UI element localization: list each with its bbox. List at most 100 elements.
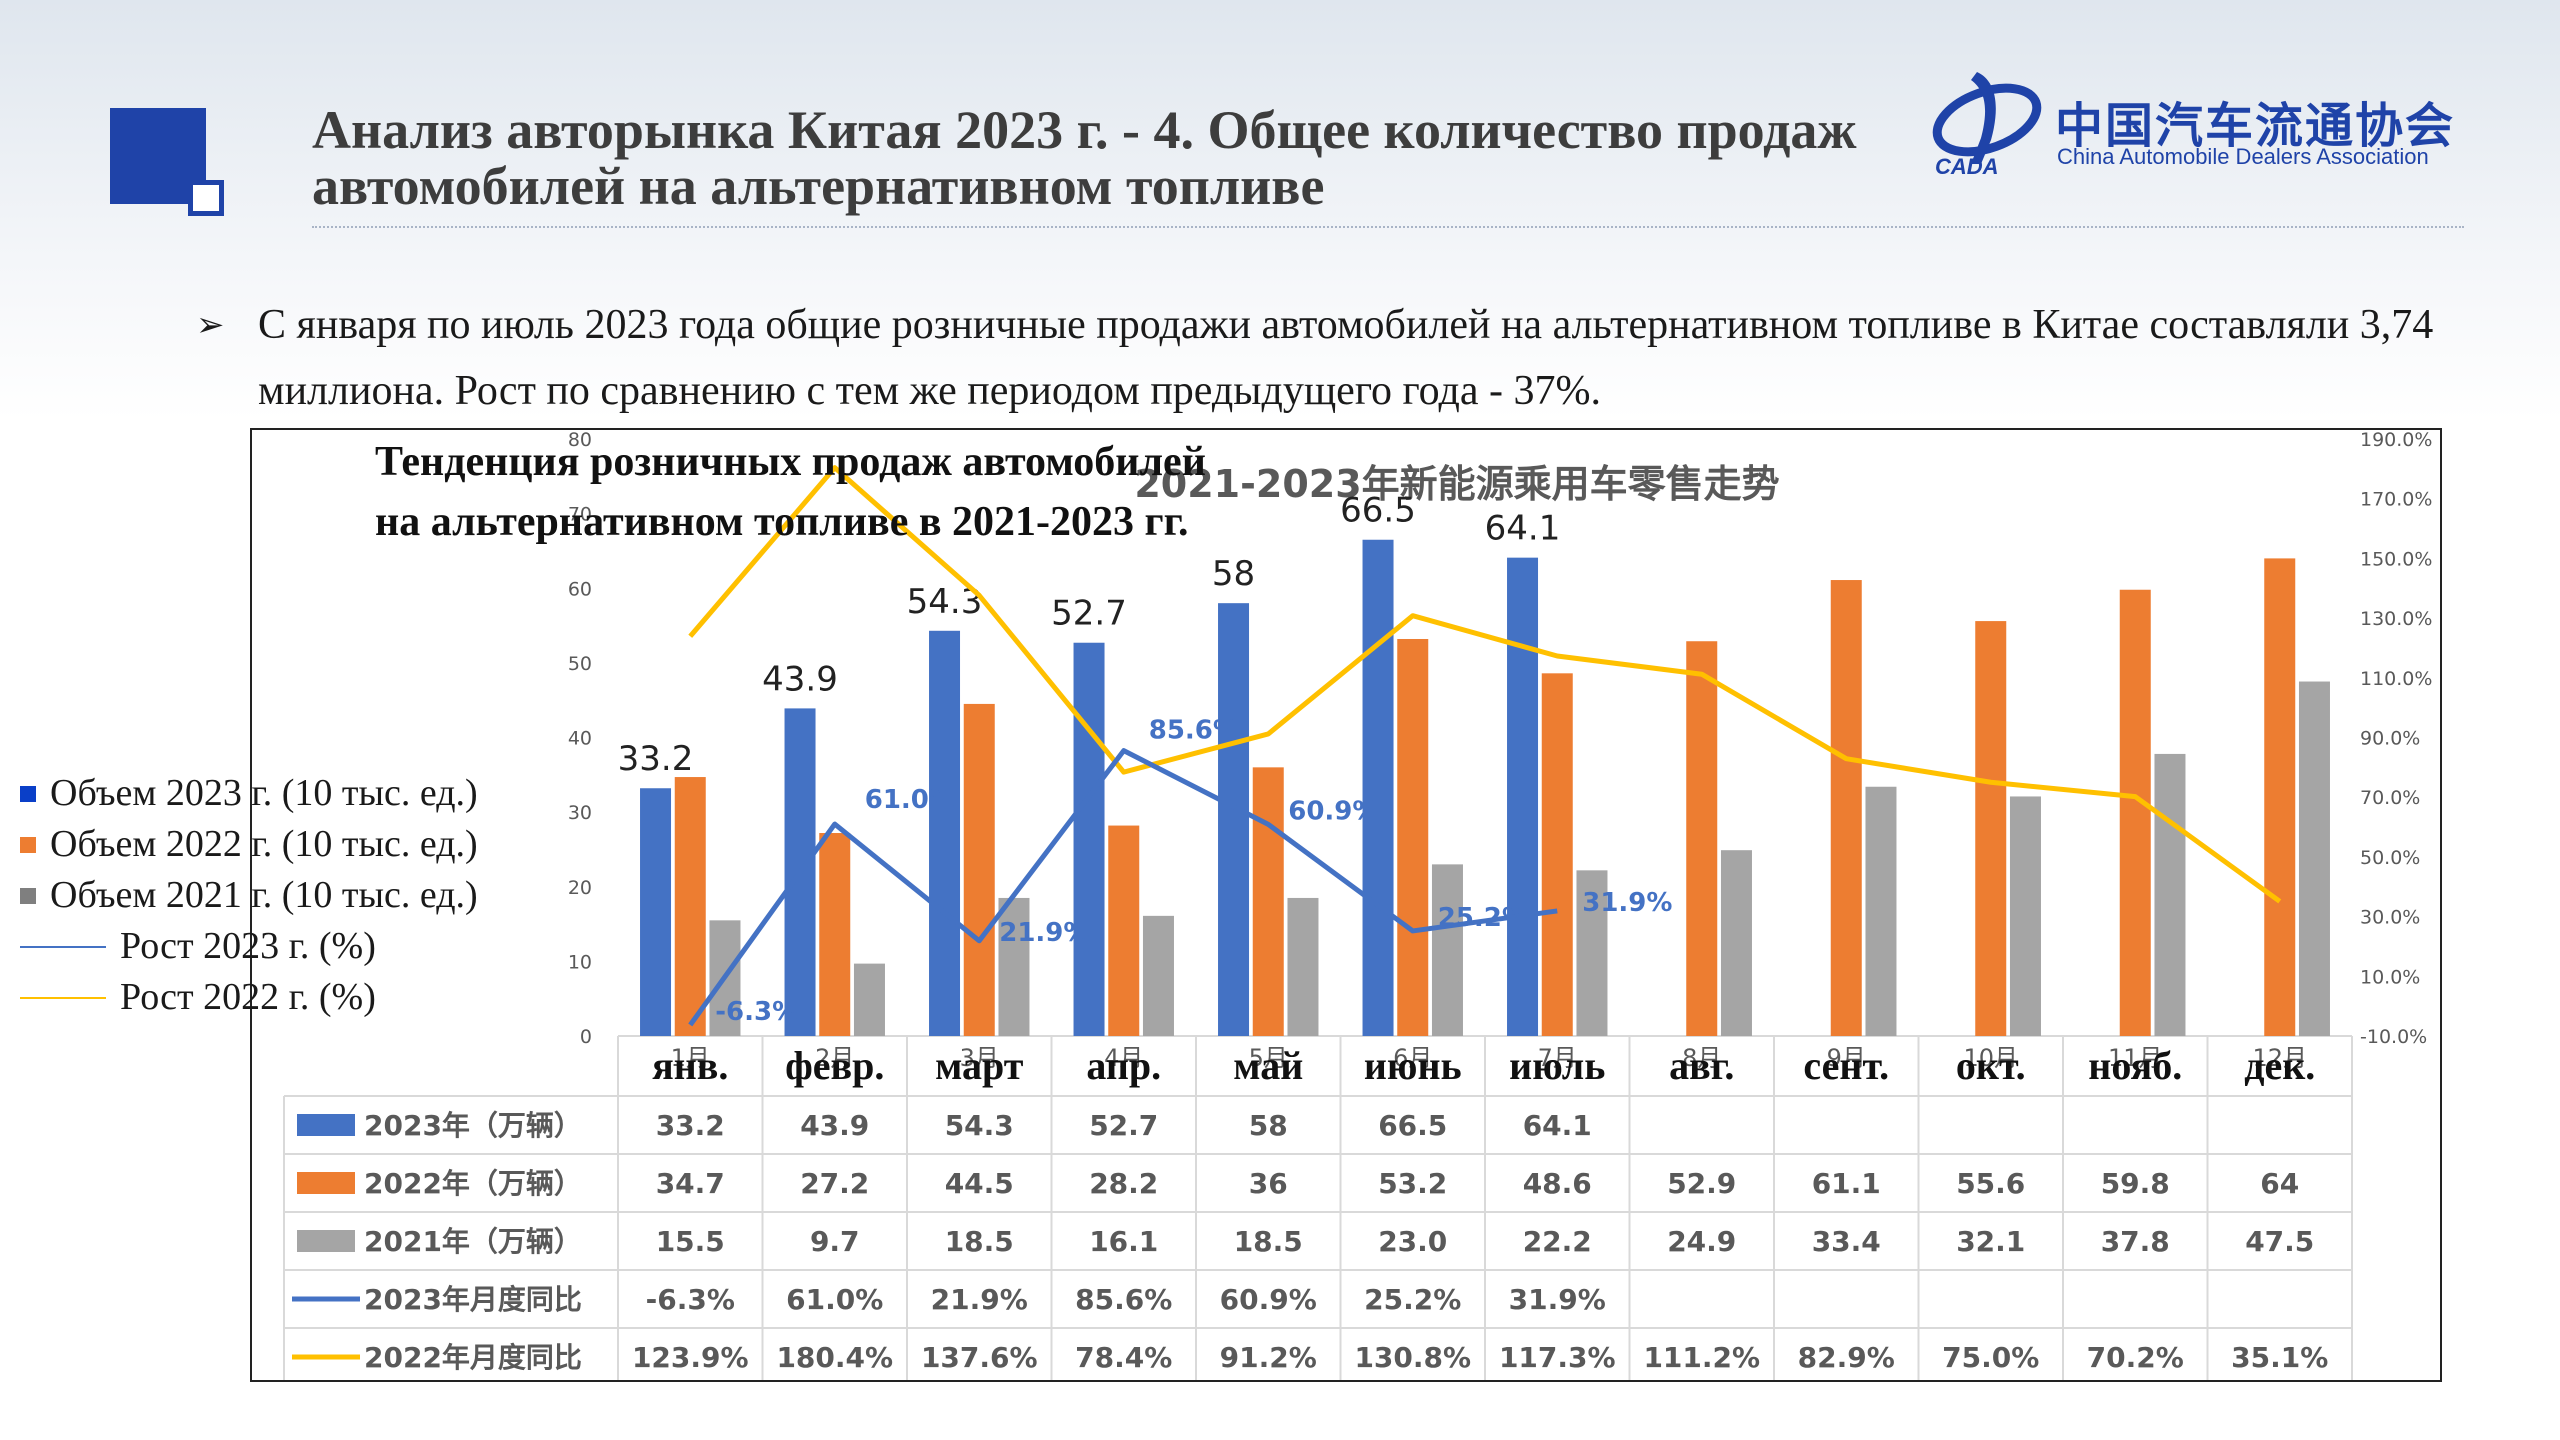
page-title: Анализ авторынка Китая 2023 г. - 4. Обще…: [312, 100, 1857, 216]
table-cell: 54.3: [945, 1109, 1014, 1142]
growth-label-2023: 25.2%: [1438, 903, 1528, 933]
logo-chinese-name: 中国汽车流通协会: [2055, 98, 2456, 154]
table-series-swatch: [297, 1172, 355, 1194]
x-tick-label: окт.: [1956, 1043, 2026, 1088]
table-cell: -6.3%: [646, 1283, 735, 1316]
table-series-name: 2023年月度同比: [364, 1283, 582, 1316]
y-right-tick-label: 50.0%: [2360, 847, 2420, 869]
x-tick-label-cn: 9月: [1827, 1044, 1866, 1072]
bar: [2154, 753, 2186, 1036]
bar: [853, 963, 885, 1036]
bar: [998, 897, 1030, 1036]
bar: [1975, 621, 2007, 1036]
table-cell: 25.2%: [1364, 1283, 1461, 1316]
growth-label-2023: 60.9%: [1288, 796, 1378, 826]
y-right-tick-label: 190.0%: [2360, 430, 2432, 451]
growth-label-2023: 31.9%: [1582, 888, 1672, 918]
x-tick-label-cn: 4月: [1104, 1044, 1143, 1072]
x-tick-label-cn: 10月: [1963, 1044, 2018, 1072]
table-cell: 61.1: [1812, 1167, 1881, 1200]
table-series-name: 2022年月度同比: [364, 1341, 582, 1374]
table-cell: 66.5: [1378, 1109, 1447, 1142]
table-series-name: 2022年（万辆）: [364, 1167, 582, 1200]
legend-label: Объем 2023 г. (10 тыс. ед.): [50, 772, 478, 814]
bar-value-label: 33.2: [618, 739, 694, 779]
header-deco-square-small: [188, 180, 224, 216]
table-cell: 52.9: [1667, 1167, 1736, 1200]
y-left-tick-label: 40: [568, 728, 592, 750]
x-tick-label-cn: 6月: [1393, 1044, 1432, 1072]
bar: [1720, 850, 1752, 1036]
chart-title-russian-line-1: Тенденция розничных продаж автомобилей: [375, 439, 1206, 485]
x-tick-label: авг.: [1669, 1043, 1734, 1088]
x-tick-label: сент.: [1803, 1043, 1889, 1088]
chart-frame: 2021-2023年新能源乘用车零售走势 0 10 20 30 40 50 60 70 80 -10…: [250, 428, 2442, 1382]
bar: [1218, 603, 1250, 1036]
bar-value-label: 43.9: [762, 659, 838, 699]
table-cell: 24.9: [1667, 1225, 1736, 1258]
table-cell: 117.3%: [1499, 1341, 1616, 1374]
bar: [1686, 641, 1718, 1036]
table-cell: 22.2: [1523, 1225, 1592, 1258]
growth-label-2023: 61.0%: [865, 785, 955, 815]
y-left-tick-label: 10: [568, 951, 592, 973]
table-cell: 15.5: [656, 1225, 725, 1258]
legend-line-2023: [20, 945, 106, 948]
x-tick-label-cn: 2月: [815, 1044, 854, 1072]
chart-title-russian: Тенденция розничных продаж автомобилей н…: [375, 432, 1206, 552]
table-cell: 55.6: [1956, 1167, 2025, 1200]
bar: [2119, 589, 2151, 1036]
legend-swatch-2023: [20, 785, 36, 802]
table-cell: 78.4%: [1075, 1341, 1172, 1374]
table-cell: 61.0%: [786, 1283, 883, 1316]
bar-value-label: 66.5: [1340, 491, 1416, 531]
x-tick-label: июнь: [1364, 1043, 1462, 1088]
y-right-tick-label: 170.0%: [2360, 489, 2432, 511]
table-cell: 123.9%: [632, 1341, 749, 1374]
y-left-tick-label: 20: [568, 877, 592, 899]
bar-value-label: 58: [1212, 554, 1255, 594]
y-left-tick-label: 0: [580, 1026, 592, 1048]
table-series-swatch: [297, 1230, 355, 1252]
bar: [640, 788, 672, 1036]
table-cell: 33.4: [1812, 1225, 1881, 1258]
table-cell: 58: [1249, 1109, 1288, 1142]
legend-item-growth-2023: Рост 2023 г. (%): [20, 921, 478, 972]
logo-mark-text: CADA: [1935, 154, 1999, 179]
table-cell: 37.8: [2101, 1225, 2170, 1258]
table-series-name: 2021年（万辆）: [364, 1225, 582, 1258]
bar: [1108, 825, 1140, 1036]
growth-label-2023: -6.3%: [715, 997, 798, 1027]
sales-chart: 2021-2023年新能源乘用车零售走势 0 10 20 30 40 50 60 70 80 -10…: [283, 430, 2432, 1380]
x-tick-label-cn: 11月: [2108, 1044, 2163, 1072]
legend-label: Рост 2022 г. (%): [120, 976, 376, 1018]
bar: [1830, 580, 1862, 1036]
table-cell: 27.2: [800, 1167, 869, 1200]
table-cell: 52.7: [1089, 1109, 1158, 1142]
y-right-tick-label: -10.0%: [2360, 1026, 2427, 1048]
legend-item-growth-2022: Рост 2022 г. (%): [20, 972, 478, 1023]
bar: [1541, 673, 1573, 1036]
y-left-tick-label: 80: [568, 430, 592, 451]
legend-label: Рост 2023 г. (%): [120, 925, 376, 967]
bar: [1431, 864, 1463, 1036]
logo-english-name: China Automobile Dealers Association: [2057, 144, 2429, 169]
title-divider: [312, 226, 2464, 228]
table-cell: 47.5: [2245, 1225, 2314, 1258]
growth-label-2023: 21.9%: [999, 918, 1089, 948]
table-cell: 64: [2260, 1167, 2299, 1200]
bar: [1073, 642, 1105, 1036]
chart-title-russian-line-2: на альтернативном топливе в 2021-2023 гг…: [375, 499, 1189, 545]
table-cell: 28.2: [1089, 1167, 1158, 1200]
table-cell: 44.5: [945, 1167, 1014, 1200]
y-right-tick-label: 70.0%: [2360, 787, 2420, 809]
arrow-bullet-icon: ➢: [196, 305, 225, 345]
table-cell: 43.9: [800, 1109, 869, 1142]
legend-label: Объем 2021 г. (10 тыс. ед.): [50, 874, 478, 916]
bar: [819, 833, 851, 1036]
bar: [674, 777, 706, 1036]
table-cell: 53.2: [1378, 1167, 1447, 1200]
x-tick-label: май: [1233, 1043, 1303, 1088]
line-series-2023: [688, 748, 1558, 1027]
y-left-tick-label: 50: [568, 653, 592, 675]
